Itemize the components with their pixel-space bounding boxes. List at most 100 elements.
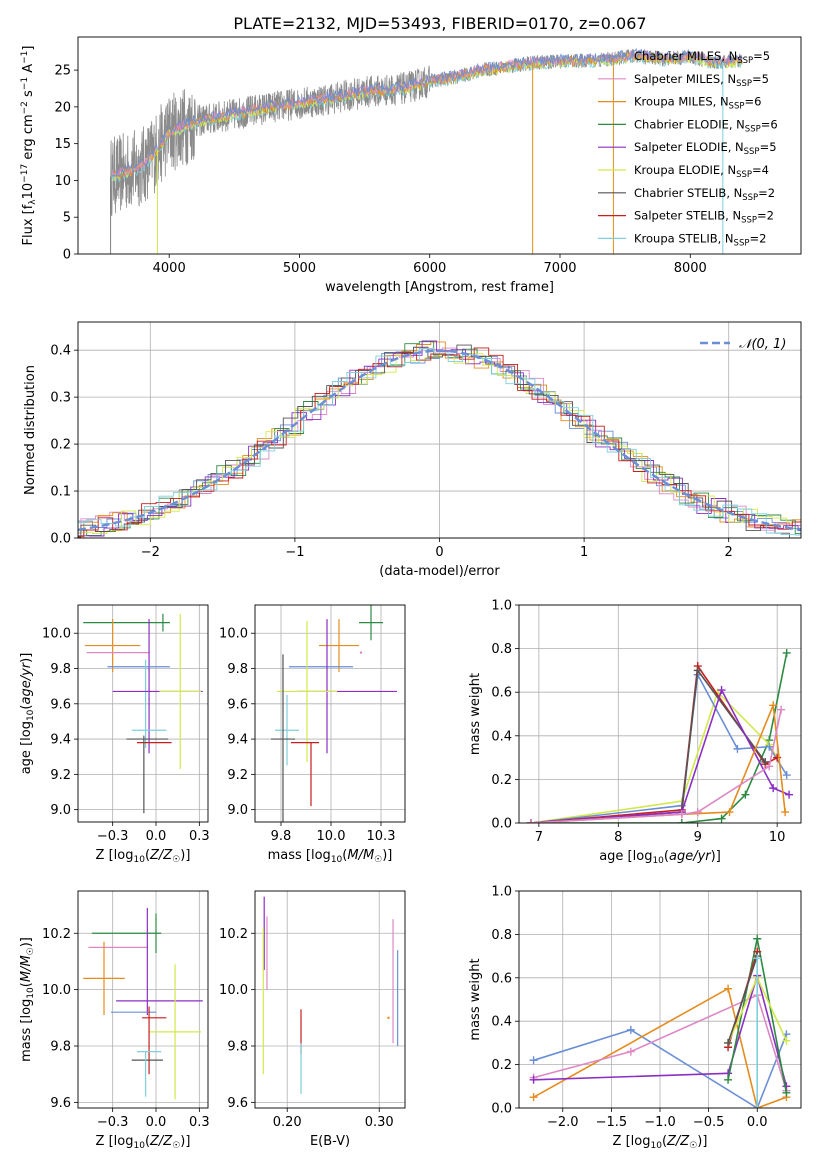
y-axis-label-part: ] — [21, 46, 36, 51]
y-tick-label: 10.0 — [42, 983, 71, 998]
y-tick-label: 9.6 — [50, 1096, 71, 1111]
y-axis-label-part: ( — [19, 705, 34, 710]
legend-entry-sub: SSP — [744, 147, 760, 157]
legend-entry-name: Chabrier ELODIE, N — [634, 117, 745, 131]
x-axis-label: Z [log10(Z/Z☉)] — [96, 1134, 191, 1151]
legend-entry-tail: =2 — [749, 231, 766, 245]
y-tick-label: 0.3 — [50, 391, 71, 406]
mass-weight-marker — [717, 814, 726, 823]
residual-histogram — [78, 347, 801, 537]
mass-weight-marker — [529, 1093, 538, 1102]
model-spectrum — [111, 47, 743, 178]
y-tick-label: 9.8 — [50, 1040, 71, 1055]
x-tick-label: 5000 — [283, 261, 316, 276]
y-tick-label: 9.0 — [50, 803, 71, 818]
y-tick-label: 0.2 — [50, 438, 71, 453]
y-tick-label: 9.4 — [227, 733, 248, 748]
y-tick-label: 0.4 — [491, 729, 512, 744]
mass-weight-marker — [785, 790, 794, 799]
y-axis-label-part: ☉ — [26, 947, 36, 955]
y-tick-label: 9.8 — [227, 1040, 248, 1055]
mass-weight-line — [533, 972, 788, 1087]
legend-entry-tail: =5 — [760, 140, 777, 154]
residual-histogram-plot: −2 −1 0 1 2 0.0 0.1 0.2 0.3 0.4 (data-model)/error… — [23, 321, 802, 579]
mass-weight-line — [533, 1029, 788, 1108]
x-tick-label: 0 — [435, 545, 443, 560]
legend-entry-tail: =6 — [744, 95, 761, 109]
x-axis-label-part: Z [log — [613, 1134, 651, 1149]
y-tick-label: 0.2 — [491, 1058, 512, 1073]
y-axis-label-part: )] — [19, 937, 34, 947]
age-vs-mass-plot: 9.8 10.0 10.3 9.0 9.2 9.4 9.6 9.8 10.0 mass [log1… — [219, 604, 406, 865]
y-axis-label-part: s — [21, 90, 36, 101]
spectrum-plot: 4000 5000 6000 7000 8000 0 5 10 15 20 25 wavelength… — [20, 36, 802, 295]
mass-weight-line — [530, 668, 766, 823]
axes-frame — [77, 604, 209, 823]
legend-entry-tail: =6 — [761, 117, 778, 131]
y-tick-label: 0.4 — [50, 344, 71, 359]
legend-entry-name: Salpeter STELIB, N — [634, 209, 741, 223]
mass-weight-line — [727, 955, 758, 1044]
legend-entry-sub: SSP — [737, 56, 753, 66]
mass-weight-marker — [733, 744, 742, 753]
x-axis-label-part: ☉ — [689, 1141, 697, 1151]
y-axis-label: age [log10(age/yr)] — [19, 653, 36, 775]
x-axis-label-part: Z [log — [96, 848, 134, 863]
x-tick-label: 8 — [614, 830, 622, 845]
legend-entry-tail: =2 — [758, 186, 775, 200]
plot-area — [262, 896, 399, 1094]
legend-entry-name: Kroupa MILES, N — [634, 95, 729, 109]
mass-weight-vs-metallicity-plot: −2.0 −1.5 −1.0 −0.5 0.0 0.0 0.2 0.4 0.6 0.8 1.0 Z [… — [468, 885, 802, 1151]
y-tick-label: 1.0 — [491, 885, 512, 900]
mass-weight-marker — [526, 819, 535, 823]
axes-frame — [77, 321, 802, 539]
mass-weight-marker — [724, 984, 733, 993]
legend-entry: Chabrier MILES, NSSP=5 — [634, 49, 770, 66]
x-axis-label-part: ( — [145, 848, 150, 863]
x-axis-label: mass [log10(M/M☉)] — [268, 848, 393, 865]
x-tick-label: −2.0 — [547, 1115, 579, 1130]
y-axis-label-part: −1 — [20, 77, 30, 90]
x-tick-label: 0.20 — [273, 1115, 302, 1130]
x-tick-label: 0.3 — [189, 829, 210, 844]
y-tick-label: 0.6 — [491, 971, 512, 986]
y-axis-label-part: λ — [28, 199, 38, 205]
x-tick-label: 2 — [725, 545, 733, 560]
y-axis-label-part: −17 — [20, 164, 30, 183]
x-axis-label: (data-model)/error — [379, 564, 500, 579]
y-tick-label: 15 — [54, 137, 71, 152]
mass-weight-marker — [677, 810, 686, 819]
y-tick-label: 0.2 — [491, 773, 512, 788]
mass-weight-marker — [765, 742, 774, 751]
model-spectrum — [111, 51, 743, 179]
mass-weight-marker — [529, 1075, 538, 1084]
x-tick-label: 10.3 — [367, 829, 396, 844]
x-axis-label-part: )] — [382, 848, 392, 863]
y-tick-label: 10 — [54, 174, 71, 189]
mass-weight-line — [530, 672, 788, 823]
mass-weight-marker — [717, 686, 726, 695]
y-tick-label: 9.8 — [227, 662, 248, 677]
y-axis-label-part: Normed distribution — [23, 365, 38, 495]
x-axis-label: Z [log10(Z/Z☉)] — [96, 848, 191, 865]
x-axis-label-part: 10 — [133, 1141, 145, 1151]
y-axis-label-part: erg cm — [21, 114, 36, 163]
x-axis-label-part: )] — [180, 848, 190, 863]
legend-entry-name: Kroupa ELODIE, N — [634, 163, 736, 177]
x-tick-label: 7 — [535, 830, 543, 845]
legend-entry-sub: SSP — [729, 102, 745, 112]
residual-histogram — [78, 341, 801, 538]
x-tick-label: −1.0 — [644, 1115, 676, 1130]
x-tick-label: 6000 — [413, 261, 446, 276]
y-axis-label-part: Flux [f — [21, 204, 36, 245]
legend-entry-sub: SSP — [741, 216, 757, 226]
x-tick-label: −0.3 — [97, 1115, 129, 1130]
axes-frame — [254, 604, 406, 823]
y-axis-label-part: −1 — [20, 51, 30, 64]
y-axis-label-part: A — [21, 64, 36, 77]
mass-weight-marker — [782, 771, 791, 780]
legend-entry-tail: =5 — [752, 72, 769, 86]
x-axis-label-part: Z/Z — [149, 1134, 173, 1149]
